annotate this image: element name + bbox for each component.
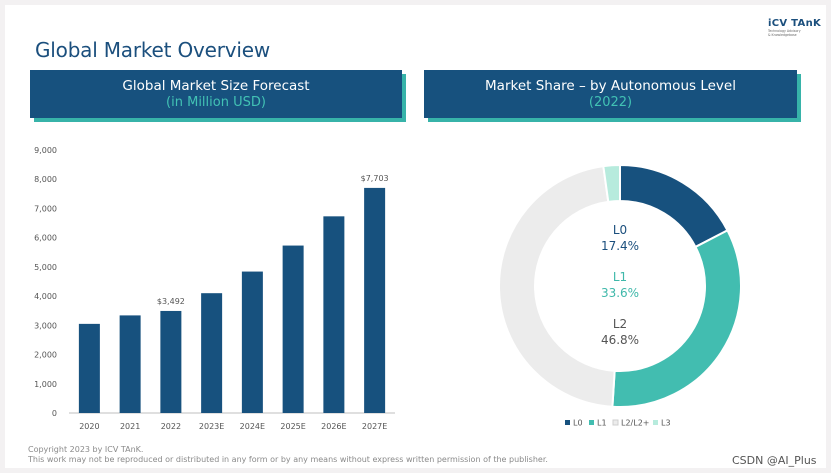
bar-2024e bbox=[241, 271, 263, 413]
bar-2021 bbox=[119, 315, 141, 413]
brand-tagline-2: & Knowledgebase bbox=[768, 33, 797, 37]
x-tick-label: 2025E bbox=[280, 422, 305, 431]
brand-logo: iCV TAnK Technology Advisory & Knowledge… bbox=[768, 18, 826, 48]
bar-data-label: $3,492 bbox=[157, 297, 185, 306]
bar-chart-subtitle: (in Million USD) bbox=[166, 95, 266, 110]
bar-2022 bbox=[160, 310, 182, 413]
page-title: Global Market Overview bbox=[35, 38, 271, 62]
slide: Global Market Overview iCV TAnK Technolo… bbox=[5, 5, 826, 468]
bar-2023e bbox=[201, 293, 223, 413]
bar-data-label: $7,703 bbox=[361, 174, 389, 183]
brand-name: iCV TAnK bbox=[768, 18, 822, 29]
x-tick-label: 2027E bbox=[362, 422, 387, 431]
x-tick-label: 2022 bbox=[161, 422, 181, 431]
y-tick-label: 3,000 bbox=[34, 321, 57, 330]
x-tick-label: 2023E bbox=[199, 422, 224, 431]
watermark: CSDN @AI_Plus bbox=[732, 454, 817, 467]
y-tick-label: 1,000 bbox=[34, 380, 57, 389]
bar-chart-title: Global Market Size Forecast bbox=[122, 78, 310, 94]
market-size-bar-chart: 0 1,000 2,000 3,000 4,000 5,000 6,000 7,000 8,00… bbox=[34, 146, 395, 431]
y-tick-label: 8,000 bbox=[34, 175, 57, 184]
brand-tagline-1: Technology Advisory bbox=[768, 29, 801, 33]
donut-chart-subtitle: (2022) bbox=[588, 95, 633, 110]
bar-2026e bbox=[323, 216, 345, 413]
x-tick-label: 2020 bbox=[79, 422, 99, 431]
bar-2025e bbox=[282, 245, 304, 413]
bar-2020 bbox=[78, 323, 100, 413]
x-tick-label: 2021 bbox=[120, 422, 140, 431]
x-tick-label: 2024E bbox=[240, 422, 265, 431]
y-tick-label: 9,000 bbox=[34, 146, 57, 155]
y-tick-label: 0 bbox=[52, 409, 57, 418]
donut-chart-header: Market Share – by Autonomous Level (2022… bbox=[424, 70, 797, 118]
footer-copyright: Copyright 2023 by ICV TAnK. bbox=[28, 445, 144, 454]
footer-notice: This work may not be reproduced or distr… bbox=[28, 455, 548, 464]
y-tick-label: 2,000 bbox=[34, 351, 57, 360]
bar-2027e bbox=[364, 187, 386, 413]
footer: Copyright 2023 by ICV TAnK. This work ma… bbox=[28, 445, 548, 465]
y-tick-label: 7,000 bbox=[34, 204, 57, 213]
y-tick-label: 6,000 bbox=[34, 234, 57, 243]
y-tick-label: 4,000 bbox=[34, 292, 57, 301]
bar-chart-header: Global Market Size Forecast (in Million … bbox=[30, 70, 402, 118]
x-tick-label: 2026E bbox=[321, 422, 346, 431]
donut-chart-title: Market Share – by Autonomous Level bbox=[485, 78, 736, 94]
y-tick-label: 5,000 bbox=[34, 263, 57, 272]
